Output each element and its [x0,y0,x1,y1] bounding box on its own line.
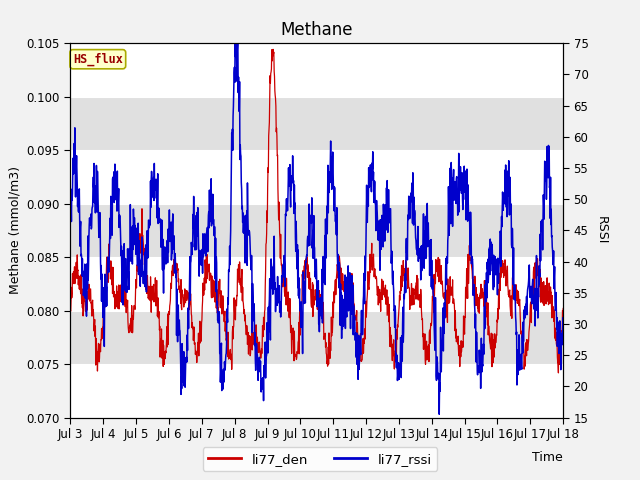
Y-axis label: Methane (mmol/m3): Methane (mmol/m3) [8,167,21,294]
Text: HS_flux: HS_flux [73,53,123,66]
Bar [70,311,563,364]
Title: Methane: Methane [280,21,353,39]
X-axis label: Time: Time [532,451,563,464]
Y-axis label: RSSI: RSSI [595,216,608,245]
Legend: li77_den, li77_rssi: li77_den, li77_rssi [203,447,437,471]
Bar [70,204,563,257]
Bar [70,96,563,150]
